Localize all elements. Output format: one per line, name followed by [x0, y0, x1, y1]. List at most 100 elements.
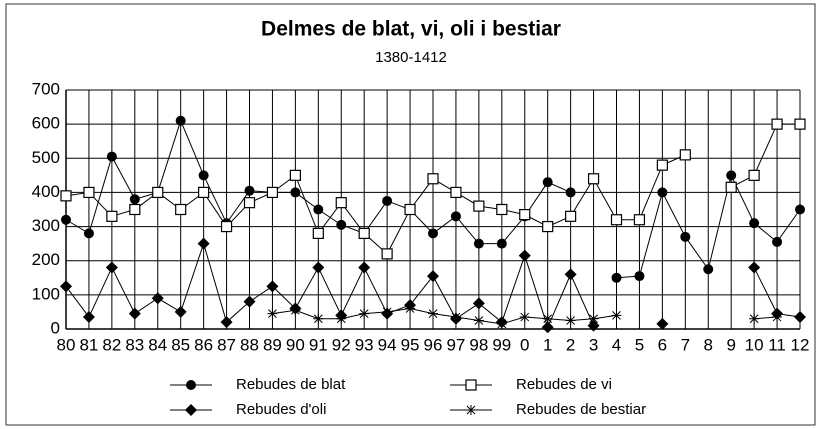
x-tick-label: 90 [286, 335, 305, 354]
marker [151, 292, 164, 305]
marker [289, 169, 301, 181]
x-tick-label: 89 [263, 335, 282, 354]
marker [243, 197, 256, 209]
y-tick-label: 200 [32, 250, 60, 269]
marker [542, 220, 554, 233]
marker [541, 321, 554, 334]
marker [794, 311, 806, 324]
marker [496, 318, 507, 329]
x-tick-label: 91 [309, 335, 328, 354]
legend-marker [465, 379, 477, 391]
marker [313, 204, 324, 215]
x-tick-label: 0 [520, 335, 529, 354]
marker [611, 310, 622, 321]
x-tick-label: 11 [768, 335, 786, 354]
marker [174, 305, 187, 318]
x-tick-label: 94 [378, 335, 397, 354]
marker [450, 211, 461, 222]
marker [564, 268, 577, 281]
marker [60, 190, 72, 202]
marker [565, 187, 576, 198]
marker [359, 308, 370, 319]
marker [60, 280, 72, 293]
legend-label: Rebudes de blat [236, 376, 346, 393]
marker [335, 197, 347, 209]
marker [588, 313, 599, 324]
marker [794, 118, 806, 130]
marker [220, 316, 233, 329]
x-tick-label: 92 [332, 335, 351, 354]
marker [519, 209, 531, 221]
marker [565, 315, 576, 326]
marker [771, 118, 783, 130]
marker [749, 313, 760, 324]
marker [312, 227, 324, 239]
marker [243, 295, 256, 308]
marker [152, 186, 164, 199]
marker [703, 264, 714, 275]
marker [518, 249, 531, 262]
marker [611, 272, 622, 283]
marker [496, 238, 507, 249]
x-tick-label: 2 [566, 335, 575, 354]
x-tick-label: 9 [726, 335, 735, 354]
marker [266, 280, 279, 293]
marker [382, 195, 393, 206]
x-tick-label: 80 [57, 335, 76, 354]
marker [129, 203, 141, 216]
marker [725, 181, 737, 193]
marker [82, 311, 95, 324]
marker [633, 214, 646, 226]
marker [772, 312, 783, 323]
chart-subtitle: 1380-1412 [375, 49, 447, 66]
marker [450, 312, 461, 323]
x-tick-label: 5 [635, 335, 644, 354]
marker [473, 238, 484, 249]
legend-marker [466, 405, 476, 415]
marker [336, 219, 347, 230]
marker [428, 308, 438, 319]
marker [519, 312, 530, 323]
marker [382, 306, 393, 317]
y-tick-label: 300 [32, 216, 60, 235]
marker [175, 115, 186, 126]
x-tick-label: 3 [589, 335, 598, 354]
y-tick-label: 0 [51, 318, 60, 337]
marker [587, 319, 600, 332]
marker [748, 169, 760, 181]
marker [128, 307, 141, 320]
marker [61, 214, 71, 225]
marker [795, 204, 805, 215]
marker [198, 186, 210, 199]
marker [290, 187, 301, 198]
x-tick-label: 99 [492, 335, 511, 354]
legend-label: Rebudes de vi [516, 376, 612, 393]
y-tick-label: 600 [32, 114, 60, 133]
x-tick-label: 86 [194, 335, 213, 354]
marker [450, 186, 462, 199]
x-tick-label: 81 [79, 335, 98, 354]
marker [83, 228, 94, 239]
marker [587, 173, 600, 185]
series-line [65, 123, 800, 255]
x-tick-label: 95 [401, 335, 420, 354]
marker [657, 187, 668, 198]
marker [610, 214, 623, 226]
x-tick-label: 88 [240, 335, 259, 354]
x-tick-label: 82 [102, 335, 121, 354]
marker [404, 203, 416, 216]
marker [358, 227, 370, 239]
y-tick-label: 400 [32, 182, 60, 201]
marker [266, 186, 279, 199]
x-tick-label: 7 [681, 335, 690, 354]
x-tick-label: 12 [791, 335, 810, 354]
legend-marker [186, 380, 196, 390]
marker [405, 303, 416, 314]
marker [267, 308, 278, 319]
marker [726, 170, 737, 181]
x-tick-label: 96 [424, 335, 443, 354]
marker [634, 271, 645, 282]
x-tick-label: 83 [125, 335, 144, 354]
marker [473, 315, 484, 326]
